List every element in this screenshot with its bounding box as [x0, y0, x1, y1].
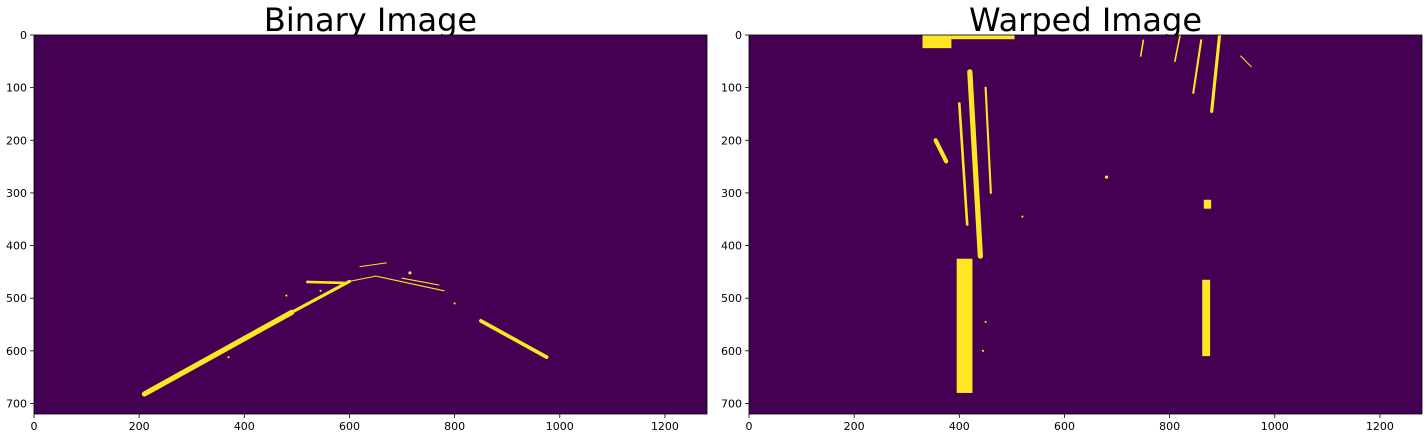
- lane-pixel-dot: [981, 349, 985, 352]
- lane-pixel-dot: [227, 356, 230, 359]
- lane-pixel-stroke: [401, 277, 440, 286]
- lane-pixel-stroke: [1139, 39, 1145, 57]
- lane-pixel-dot: [319, 289, 322, 292]
- y-tick-label: 200: [6, 134, 27, 147]
- x-tick-label: 600: [1054, 420, 1075, 433]
- image-content: [922, 35, 1252, 393]
- lane-pixel-dot: [408, 271, 412, 275]
- chart-title: Warped Image: [969, 1, 1202, 39]
- x-tick-label: 1000: [546, 420, 574, 433]
- lane-pixel-stroke: [479, 318, 549, 359]
- y-tick-label: 300: [721, 187, 742, 200]
- y-tick-label: 500: [6, 292, 27, 305]
- lane-pixel-stroke: [306, 280, 346, 285]
- lane-pixel-stroke: [1240, 55, 1252, 68]
- binary-image-panel: Binary Image 0 200 400 600 800 1000 1200 0 100 200…: [6, 1, 708, 433]
- x-tick-label: 1000: [1261, 420, 1289, 433]
- lane-pixel-stroke: [1174, 35, 1181, 63]
- lane-pixel-stroke: [984, 86, 992, 194]
- lane-pixel-stroke: [290, 279, 352, 314]
- y-tick-label: 400: [721, 240, 742, 253]
- image-background: [749, 35, 1422, 414]
- y-tick-label: 0: [735, 29, 742, 42]
- y-tick-label: 100: [721, 82, 742, 95]
- x-tick-label: 800: [444, 420, 465, 433]
- x-tick-label: 0: [746, 420, 753, 433]
- lane-pixel-stroke: [375, 275, 445, 292]
- lane-pixel-dot: [285, 294, 288, 297]
- y-tick-label: 500: [721, 292, 742, 305]
- warped-image-panel: Warped Image 0 200 400 600 800 1000 1200 0 100 200…: [721, 1, 1423, 433]
- lane-pixel-stroke: [967, 69, 983, 259]
- lane-pixel-stroke: [933, 138, 949, 164]
- image-content: [141, 262, 549, 397]
- y-tick-label: 600: [6, 345, 27, 358]
- y-tick-label: 100: [6, 82, 27, 95]
- lane-pixel-stroke: [348, 275, 377, 282]
- x-tick-label: 200: [844, 420, 865, 433]
- x-tick-label: 400: [949, 420, 970, 433]
- image-background: [34, 35, 707, 414]
- lane-pixel-stroke: [1210, 35, 1222, 113]
- lane-pixel-stroke: [1192, 39, 1203, 94]
- y-tick-label: 200: [721, 134, 742, 147]
- lane-pixel-dot: [984, 320, 987, 323]
- lane-pixel-dot: [1021, 215, 1024, 218]
- y-tick-label: 700: [721, 397, 742, 410]
- chart-title: Binary Image: [264, 1, 477, 39]
- x-tick-label: 800: [1159, 420, 1180, 433]
- lane-pixel-block: [951, 35, 1015, 40]
- axes-frame: [33, 34, 708, 415]
- lane-pixel-dot: [1104, 175, 1109, 179]
- lane-pixel-stroke: [359, 262, 387, 268]
- lane-pixel-block: [1202, 279, 1211, 357]
- y-tick-label: 600: [721, 345, 742, 358]
- x-tick-label: 0: [31, 420, 38, 433]
- y-tick-label: 300: [6, 187, 27, 200]
- lane-pixel-block: [956, 258, 973, 393]
- axes-frame: [748, 34, 1423, 415]
- x-tick-label: 200: [129, 420, 150, 433]
- x-tick-label: 1200: [651, 420, 679, 433]
- lane-pixel-dot: [453, 302, 456, 305]
- y-tick-label: 0: [20, 29, 27, 42]
- lane-pixel-stroke: [141, 309, 295, 397]
- lane-pixel-block: [922, 35, 952, 49]
- y-tick-label: 400: [6, 240, 27, 253]
- y-tick-label: 700: [6, 397, 27, 410]
- x-tick-label: 400: [234, 420, 255, 433]
- x-tick-label: 1200: [1366, 420, 1394, 433]
- x-tick-label: 600: [339, 420, 360, 433]
- lane-pixel-block: [1203, 199, 1212, 209]
- lane-pixel-stroke: [957, 102, 969, 226]
